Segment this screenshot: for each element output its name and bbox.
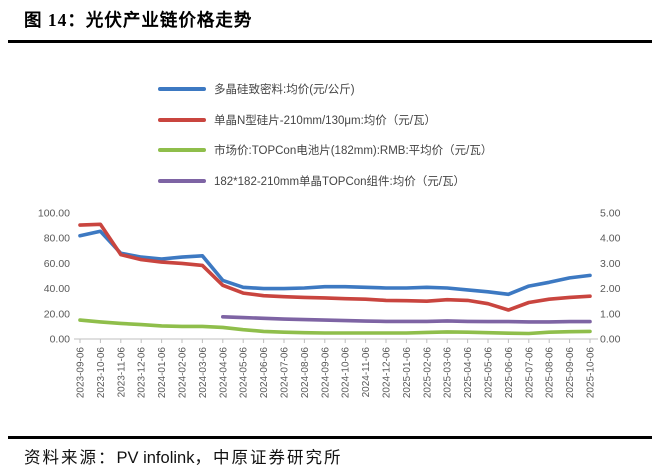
series-line-2 — [78, 222, 592, 312]
left-axis-label: 0.00 — [50, 334, 71, 346]
series-line-4 — [221, 315, 592, 324]
chart-legend: 多晶硅致密料:均价(元/公斤) 单晶N型硅片-210mm/130μm:均价（元/瓦… — [158, 74, 492, 196]
x-axis-label: 2025-06-06 — [504, 347, 515, 399]
x-axis-label: 2025-09-06 — [565, 347, 576, 399]
legend-swatch — [158, 117, 206, 122]
x-axis-label: 2024-06-06 — [259, 347, 270, 399]
x-axis-label: 2024-03-06 — [198, 347, 209, 399]
x-axis-label: 2025-08-06 — [545, 347, 556, 399]
x-axis-label: 2023-10-06 — [96, 347, 107, 399]
source-name-cn: ，中原证券研究所 — [194, 448, 343, 467]
source-label: 资料来源： — [24, 448, 117, 467]
footer-divider — [8, 436, 652, 439]
legend-label: 单晶N型硅片-210mm/130μm:均价（元/瓦） — [214, 114, 436, 127]
title-divider — [8, 40, 652, 43]
x-axis-label: 2024-10-06 — [341, 347, 352, 399]
x-axis-label: 2024-09-06 — [320, 347, 331, 399]
source-note: 资料来源：PV infolink，中原证券研究所 — [24, 444, 342, 468]
legend-item-4: 182*182-210mm单晶TOPCon组件:均价（元/瓦） — [158, 166, 492, 197]
x-axis-label: 2025-10-06 — [586, 347, 597, 399]
left-axis-label: 100.00 — [38, 208, 70, 220]
x-axis-label: 2023-09-06 — [76, 347, 87, 399]
legend-label: 多晶硅致密料:均价(元/公斤) — [214, 84, 355, 97]
x-axis-label: 2025-01-06 — [402, 347, 413, 399]
price-trend-chart: 2023-09-06 2023-10-06 2023-11-06 2023-12-06… — [38, 208, 621, 399]
x-axis-label: 2024-12-06 — [382, 347, 393, 399]
legend-swatch — [158, 148, 206, 153]
left-axis-label: 40.00 — [44, 283, 70, 295]
right-axis-label: 3.00 — [600, 258, 621, 270]
x-axis-label: 2023-11-06 — [116, 347, 127, 398]
left-axis-label: 20.00 — [44, 308, 70, 320]
x-axis-label: 2025-02-06 — [422, 347, 433, 399]
left-axis-label: 60.00 — [44, 258, 70, 270]
x-axis-label: 2024-07-06 — [280, 347, 291, 399]
series-line-3 — [78, 318, 592, 336]
legend-swatch — [158, 87, 206, 92]
legend-label: 182*182-210mm单晶TOPCon组件:均价（元/瓦） — [214, 175, 465, 188]
right-axis-label: 5.00 — [600, 208, 621, 220]
legend-swatch — [158, 178, 206, 183]
right-axis-label: 2.00 — [600, 283, 621, 295]
x-axis-label: 2025-07-06 — [524, 347, 535, 399]
right-axis-label: 0.00 — [600, 334, 621, 346]
x-axis-label: 2025-04-06 — [463, 347, 474, 399]
right-axis-label: 1.00 — [600, 308, 621, 320]
legend-item-2: 单晶N型硅片-210mm/130μm:均价（元/瓦） — [158, 105, 492, 136]
x-axis-label: 2025-05-06 — [484, 347, 495, 399]
x-axis-label: 2023-12-06 — [137, 347, 148, 399]
right-axis-label: 4.00 — [600, 233, 621, 245]
x-axis-label: 2024-11-06 — [361, 347, 372, 398]
figure-title: 图 14：光伏产业链价格走势 — [24, 10, 253, 30]
x-axis-label: 2025-03-06 — [443, 347, 454, 399]
x-axis-label: 2024-01-06 — [157, 347, 168, 399]
source-name-en: PV infolink — [116, 449, 195, 467]
legend-item-3: 市场价:TOPCon电池片(182mm):RMB:平均价（元/瓦） — [158, 135, 492, 166]
x-axis-label: 2024-04-06 — [218, 347, 229, 399]
series-line-1 — [78, 229, 592, 297]
legend-item-1: 多晶硅致密料:均价(元/公斤) — [158, 74, 492, 105]
x-axis-label: 2024-05-06 — [239, 347, 250, 399]
left-axis-label: 80.00 — [44, 233, 70, 245]
x-axis-label: 2024-08-06 — [300, 347, 311, 399]
x-axis-label: 2024-02-06 — [178, 347, 189, 399]
legend-label: 市场价:TOPCon电池片(182mm):RMB:平均价（元/瓦） — [214, 145, 493, 158]
